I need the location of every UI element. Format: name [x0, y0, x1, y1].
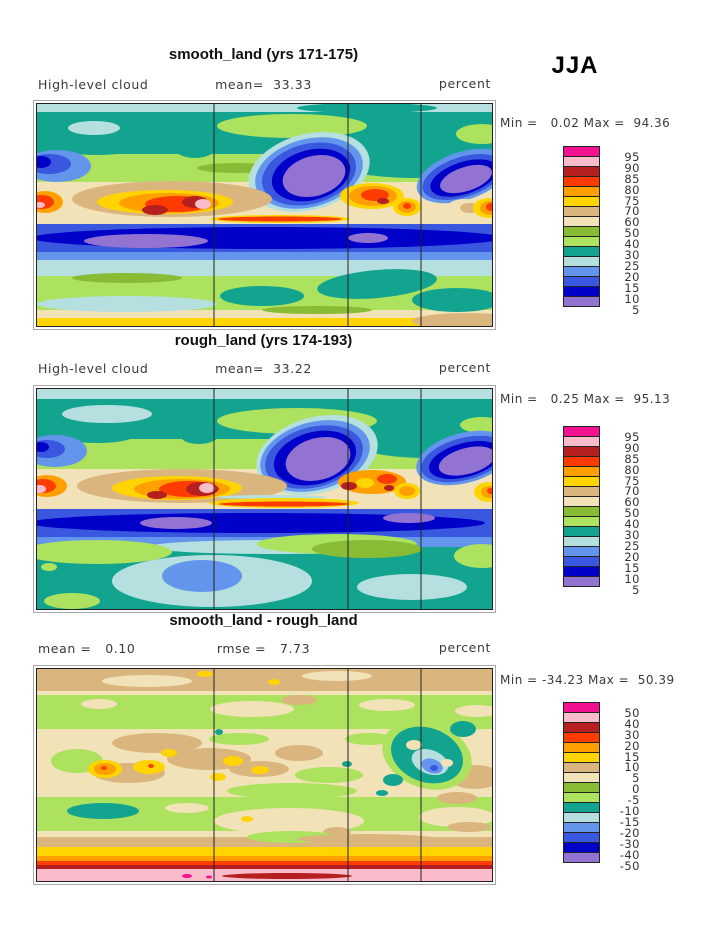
legend-level-label: 50 — [624, 506, 640, 521]
legend-chip — [563, 576, 600, 587]
legend-level-label: 90 — [624, 440, 640, 455]
legend-level-label: 20 — [624, 738, 640, 753]
mean-label: mean= 33.33 — [215, 77, 312, 92]
legend-level-label: 50 — [624, 705, 640, 720]
legend-level-label: 25 — [624, 538, 640, 553]
legend-level-label: 30 — [624, 528, 640, 542]
legend-level-label: 60 — [624, 495, 640, 510]
legend-level-label: -40 — [619, 847, 640, 862]
variable-label: High-level cloud — [38, 361, 149, 376]
legend-level-label: 25 — [624, 258, 640, 273]
legend-level-label: 70 — [624, 204, 640, 219]
panel-stats-row: High-level cloud mean= 33.33 percent — [36, 76, 491, 93]
units-label: percent — [438, 76, 491, 91]
legend-chip-column — [563, 702, 600, 863]
rmse-label: rmse = 7.73 — [216, 641, 311, 656]
legend-level-label: 10 — [624, 291, 640, 306]
mean-label: mean = 0.10 — [38, 641, 136, 656]
legend-chip-column — [563, 426, 600, 587]
legend-level-label: 80 — [624, 462, 640, 477]
legend-level-label: 20 — [624, 269, 640, 284]
legend-chip — [563, 852, 600, 863]
legend-level-label: -15 — [619, 814, 640, 829]
legend-level-label: 10 — [624, 760, 640, 775]
legend-level-label: 15 — [624, 280, 640, 295]
mean-label: mean= 33.22 — [215, 361, 312, 376]
legend-level-label: 75 — [624, 473, 640, 488]
panel-title: smooth_land (yrs 171-175) — [168, 46, 359, 63]
legend-level-label: 15 — [624, 560, 640, 575]
legend-level-label: 0 — [632, 782, 640, 797]
legend-level-label: 30 — [624, 727, 640, 742]
contour-map — [33, 665, 496, 885]
panel-stats-row: High-level cloud mean= 33.22 percent — [36, 360, 491, 377]
legend-level-label: -50 — [619, 858, 640, 873]
legend-level-label: 15 — [624, 749, 640, 764]
legend-level-label: 70 — [624, 484, 640, 499]
units-label: percent — [438, 360, 491, 375]
panel-title: smooth_land - rough_land — [169, 612, 358, 629]
legend-level-label: -10 — [619, 804, 640, 818]
legend-level-label: 80 — [624, 182, 640, 197]
legend-level-label: 60 — [624, 215, 640, 230]
color-legend: 50 40 30 20 15 10 5 0 -5 -10 -15 -20 -30 -40 -50 — [563, 702, 648, 878]
legend-level-label: -30 — [619, 836, 640, 851]
legend-level-label: -5 — [627, 793, 640, 808]
legend-level-label: 20 — [624, 549, 640, 564]
legend-chip-column — [563, 146, 600, 307]
season-title: JJA — [551, 52, 599, 79]
contour-map — [33, 385, 496, 613]
panel-stats-row: mean = 0.10 rmse = 7.73 percent — [36, 640, 491, 657]
legend-level-label: 95 — [624, 429, 640, 444]
legend-level-label: 75 — [624, 193, 640, 208]
legend-level-label: 40 — [624, 237, 640, 252]
legend-level-label: 85 — [624, 451, 640, 466]
legend-level-label: 5 — [632, 302, 640, 317]
color-legend: 95 90 85 80 75 70 60 50 40 30 25 20 15 10 5 — [563, 146, 648, 322]
legend-level-label: 95 — [624, 149, 640, 164]
legend-level-label: 50 — [624, 226, 640, 241]
variable-label: High-level cloud — [38, 77, 149, 92]
legend-level-label: 40 — [624, 517, 640, 532]
legend-chip — [563, 296, 600, 307]
color-legend: 95 90 85 80 75 70 60 50 40 30 25 20 15 10 5 — [563, 426, 648, 602]
legend-level-label: 5 — [632, 771, 640, 786]
legend-level-label: 40 — [624, 716, 640, 731]
legend-level-label: -20 — [619, 825, 640, 840]
legend-level-label: 10 — [624, 571, 640, 586]
minmax-stats: Min = 0.02 Max = 94.36 — [500, 116, 671, 130]
units-label: percent — [438, 640, 491, 655]
legend-level-label: 5 — [632, 582, 640, 597]
panel-title: rough_land (yrs 174-193) — [174, 332, 353, 349]
legend-level-label: 90 — [624, 160, 640, 175]
contour-map — [33, 100, 496, 330]
minmax-stats: Min = 0.25 Max = 95.13 — [500, 392, 671, 406]
legend-level-label: 30 — [624, 248, 640, 262]
legend-level-label: 85 — [624, 171, 640, 186]
minmax-stats: Min = -34.23 Max = 50.39 — [500, 673, 675, 687]
